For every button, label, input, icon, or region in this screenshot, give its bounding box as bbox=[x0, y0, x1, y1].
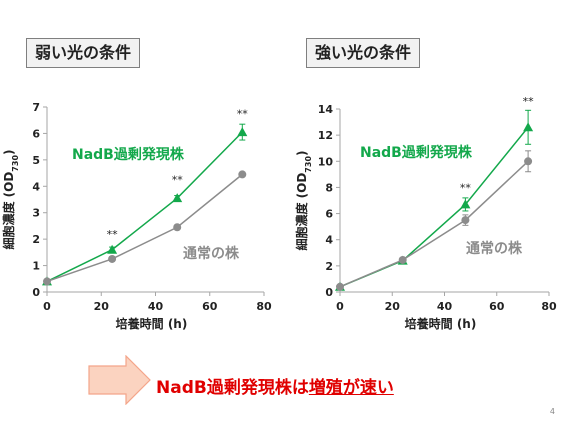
data-point-control bbox=[108, 254, 117, 263]
series-label-control: 通常の株 bbox=[466, 240, 523, 257]
data-point-control bbox=[336, 282, 344, 291]
y-tick-label: 4 bbox=[325, 234, 333, 247]
data-point-control bbox=[238, 170, 247, 179]
x-axis-title: 培養時間 (h) bbox=[405, 316, 477, 331]
y-axis-title-end: ) bbox=[2, 149, 16, 154]
y-tick-label: 0 bbox=[325, 286, 333, 299]
significance-mark: ** bbox=[460, 181, 472, 194]
significance-mark: ** bbox=[107, 228, 119, 241]
y-tick-label: 14 bbox=[318, 103, 334, 116]
y-tick-label: 2 bbox=[325, 260, 333, 273]
y-axis-title-main: 細胞濃度 (OD bbox=[294, 173, 309, 251]
y-tick-label: 6 bbox=[32, 127, 40, 140]
data-point-nadb bbox=[107, 244, 118, 254]
data-point-control bbox=[524, 157, 533, 166]
panel-label-weak-light: 弱い光の条件 bbox=[26, 38, 141, 68]
data-point-nadb bbox=[172, 193, 183, 203]
y-tick-label: 7 bbox=[32, 101, 40, 114]
x-tick-label: 20 bbox=[385, 300, 401, 313]
y-axis-title-subscript: 730 bbox=[304, 156, 313, 173]
y-tick-label: 2 bbox=[32, 233, 40, 246]
y-tick-label: 5 bbox=[32, 154, 40, 167]
y-tick-label: 8 bbox=[325, 181, 333, 194]
data-point-control bbox=[43, 277, 51, 286]
y-tick-label: 4 bbox=[32, 180, 40, 193]
data-point-control bbox=[461, 216, 470, 225]
conclusion-arrow-icon bbox=[88, 355, 151, 405]
y-tick-label: 1 bbox=[32, 260, 40, 273]
y-tick-label: 12 bbox=[318, 129, 333, 142]
data-point-nadb bbox=[460, 199, 471, 209]
data-point-control bbox=[398, 255, 407, 264]
significance-mark: ** bbox=[523, 95, 535, 108]
conclusion-highlight: 増殖が速い bbox=[308, 378, 394, 398]
series-line-control bbox=[339, 160, 529, 288]
x-tick-label: 40 bbox=[437, 300, 453, 313]
x-tick-label: 0 bbox=[43, 300, 51, 313]
x-tick-label: 80 bbox=[541, 300, 557, 313]
data-point-control bbox=[173, 223, 182, 232]
series-label-nadb: NadB過剰発現株 bbox=[360, 144, 473, 161]
chart-strong-light: 0 2 4 6 8 10 12 14 0 20 40 60 80 培養時間 (h) 細胞濃度 (OD730)… bbox=[294, 95, 557, 331]
conclusion-prefix: NadB過剰発現株は bbox=[156, 378, 309, 398]
series-label-nadb: NadB過剰発現株 bbox=[72, 146, 185, 163]
conclusion-text: NadB過剰発現株は増殖が速い bbox=[156, 373, 394, 398]
y-axis-title-main: 細胞濃度 (OD bbox=[1, 172, 16, 250]
x-tick-label: 80 bbox=[256, 300, 272, 313]
y-tick-label: 10 bbox=[318, 155, 334, 168]
y-tick-label: 0 bbox=[32, 286, 40, 299]
series-line-nadb bbox=[46, 131, 243, 283]
chart-weak-light: 0 1 2 3 4 5 6 7 0 20 40 60 80 培養時間 (h) 細胞濃度 (OD730) ** *… bbox=[1, 101, 272, 331]
x-tick-label: 0 bbox=[336, 300, 344, 313]
x-tick-label: 20 bbox=[94, 300, 110, 313]
significance-mark: ** bbox=[172, 174, 184, 187]
x-tick-label: 40 bbox=[148, 300, 164, 313]
y-axis-title: 細胞濃度 (OD730) bbox=[1, 149, 20, 249]
y-axis-title-subscript: 730 bbox=[11, 155, 20, 172]
x-tick-label: 60 bbox=[489, 300, 505, 313]
x-axis-title: 培養時間 (h) bbox=[116, 316, 188, 331]
x-tick-label: 60 bbox=[202, 300, 218, 313]
data-point-nadb bbox=[523, 122, 534, 132]
significance-mark: ** bbox=[237, 108, 249, 121]
y-tick-label: 3 bbox=[32, 207, 40, 220]
panel-label-strong-light: 強い光の条件 bbox=[306, 38, 421, 68]
series-label-control: 通常の株 bbox=[183, 245, 240, 262]
data-point-nadb bbox=[237, 127, 248, 137]
page-number: 4 bbox=[549, 407, 555, 416]
y-axis-title-end: ) bbox=[295, 150, 309, 155]
y-axis-title: 細胞濃度 (OD730) bbox=[294, 150, 313, 250]
series-line-control bbox=[46, 173, 243, 283]
y-tick-label: 6 bbox=[325, 208, 333, 221]
